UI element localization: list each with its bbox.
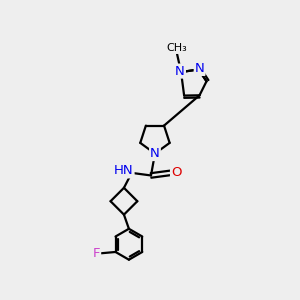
Text: HN: HN [114, 164, 134, 177]
Text: N: N [175, 64, 185, 78]
Text: N: N [150, 147, 160, 160]
Text: F: F [93, 247, 100, 260]
Text: CH₃: CH₃ [167, 43, 188, 53]
Text: O: O [171, 167, 181, 179]
Text: N: N [195, 62, 205, 75]
